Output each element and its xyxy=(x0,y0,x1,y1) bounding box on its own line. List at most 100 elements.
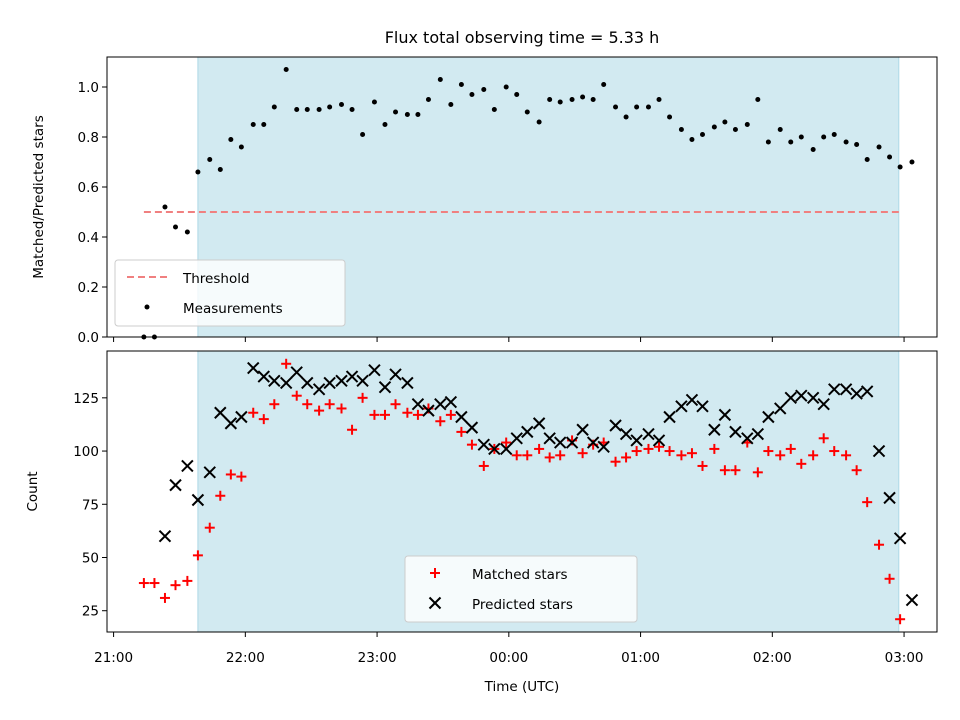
bottom-x-tick-label: 02:00 xyxy=(753,650,792,666)
cross-b xyxy=(181,459,194,473)
predicted-star-point xyxy=(268,374,281,388)
measurement-point xyxy=(678,127,684,132)
matched-star-point xyxy=(752,467,763,478)
measurement-point xyxy=(821,134,827,140)
bottom-x-tick-label: 00:00 xyxy=(489,650,528,666)
bottom-marks xyxy=(138,358,919,625)
matched-star-point xyxy=(775,450,786,461)
top-legend: Threshold Measurements xyxy=(114,259,346,327)
predicted-star-point xyxy=(301,376,314,390)
measurement-point xyxy=(283,67,289,72)
matched-star-point xyxy=(402,407,413,418)
predicted-star-point xyxy=(488,442,501,456)
matched-star-point xyxy=(676,450,687,461)
cross-b xyxy=(586,436,600,449)
cross-b xyxy=(356,374,369,388)
matched-star-point xyxy=(204,522,215,533)
cross-b xyxy=(444,395,458,409)
cross-b xyxy=(465,421,479,434)
measurement-point xyxy=(514,92,520,97)
legend-threshold-label: Threshold xyxy=(182,271,250,287)
matched-star-point xyxy=(357,392,368,403)
cross-b xyxy=(675,400,688,413)
legend-predicted-swatch xyxy=(428,596,442,610)
matched-star-point xyxy=(544,452,555,463)
cross-b xyxy=(893,532,907,545)
cross-b xyxy=(378,380,392,394)
matched-star-point xyxy=(281,358,292,369)
predicted-star-point xyxy=(860,385,874,398)
cross-b xyxy=(510,432,523,445)
measurement-point xyxy=(294,107,300,112)
cross-b xyxy=(609,419,622,432)
predicted-star-point xyxy=(729,425,742,439)
top-y-tick-label: 0.6 xyxy=(78,180,99,196)
bottom-y-tick-label: 125 xyxy=(73,391,99,407)
cross-b xyxy=(576,423,589,436)
cross-b xyxy=(663,410,676,424)
measurement-point xyxy=(755,97,761,102)
matched-star-point xyxy=(347,424,358,435)
predicted-star-point xyxy=(806,391,820,405)
cross-b xyxy=(774,402,787,415)
measurement-point xyxy=(491,107,497,112)
measurement-point xyxy=(238,144,244,150)
measurement-point xyxy=(777,127,783,132)
matched-star-point xyxy=(149,578,160,589)
bottom-legend-box xyxy=(404,555,638,623)
matched-star-point xyxy=(182,575,193,586)
predicted-star-point xyxy=(696,400,709,413)
predicted-star-point xyxy=(532,417,546,430)
cross-b xyxy=(247,361,260,375)
measurement-point xyxy=(184,229,190,235)
cross-b xyxy=(729,425,742,439)
matched-star-point xyxy=(818,433,829,444)
cross-b xyxy=(619,427,633,441)
legend-matched-swatch xyxy=(430,568,440,578)
measurement-point xyxy=(360,132,366,137)
matched-star-point xyxy=(248,407,259,418)
matched-star-point xyxy=(785,443,796,454)
cross-b xyxy=(279,376,293,390)
predicted-star-point xyxy=(411,398,425,411)
bottom-x-tick-label: 03:00 xyxy=(885,650,924,666)
measurement-point xyxy=(798,134,804,140)
measurement-point xyxy=(623,114,629,120)
predicted-star-point xyxy=(290,366,303,379)
measurement-point xyxy=(437,77,443,82)
predicted-star-point xyxy=(565,436,579,449)
measurement-point xyxy=(228,137,234,142)
predicted-star-point xyxy=(378,380,392,394)
matched-star-point xyxy=(269,399,280,410)
cross-b xyxy=(543,432,556,445)
matched-star-point xyxy=(379,409,390,420)
predicted-star-point xyxy=(455,410,468,424)
matched-star-point xyxy=(631,446,642,457)
measurement-point xyxy=(524,109,530,115)
cross-b xyxy=(685,393,699,407)
measurement-point xyxy=(393,109,399,115)
matched-star-point xyxy=(874,539,885,550)
predicted-star-point xyxy=(708,423,721,436)
measurement-point xyxy=(271,104,277,110)
cross-b xyxy=(488,442,501,456)
bottom-y-tick-label: 50 xyxy=(82,550,99,566)
matched-star-point xyxy=(522,450,533,461)
measurement-point xyxy=(371,99,377,105)
measurement-point xyxy=(339,102,345,107)
measurement-point xyxy=(173,224,179,230)
predicted-star-point xyxy=(630,434,643,447)
cross-b xyxy=(312,383,326,396)
cross-b xyxy=(368,363,381,377)
predicted-star-point xyxy=(597,440,610,454)
measurement-point xyxy=(711,124,717,130)
cross-b xyxy=(532,417,546,430)
predicted-star-point xyxy=(465,421,479,434)
matched-star-point xyxy=(884,573,895,584)
cross-b xyxy=(158,529,172,543)
matched-star-point xyxy=(258,414,269,425)
matched-star-point xyxy=(369,409,380,420)
matched-star-point xyxy=(215,490,226,501)
predicted-star-point xyxy=(203,466,216,479)
matched-star-point xyxy=(610,456,621,467)
